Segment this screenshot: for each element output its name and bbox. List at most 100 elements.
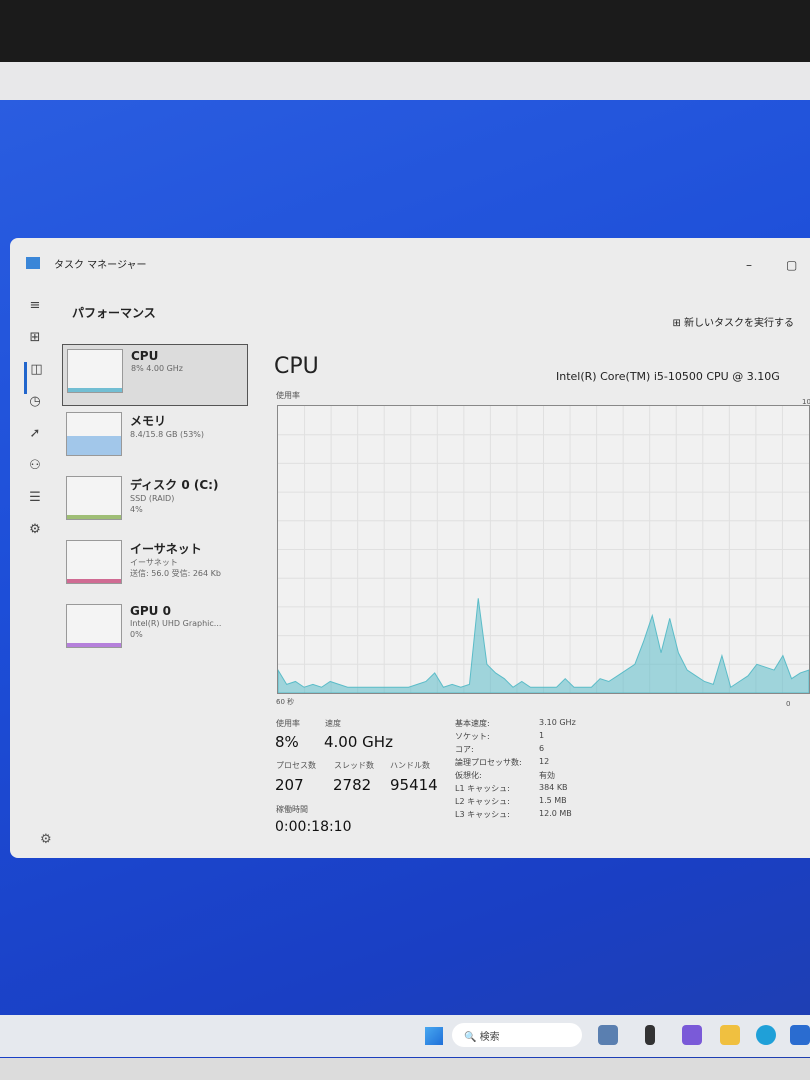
speed-value: 4.00 GHz <box>324 733 393 751</box>
search-label: 検索 <box>479 1032 500 1043</box>
run-new-task-button[interactable]: ⊞ 新しいタスクを実行する <box>672 318 794 329</box>
sidebar-item[interactable]: ディスク 0 (C:) SSD (RAID) 4% <box>62 472 248 534</box>
speed-label: 速度 <box>325 719 341 728</box>
sidebar-item[interactable]: CPU 8% 4.00 GHz <box>62 344 248 406</box>
spec-value: 12.0 MB <box>539 809 572 818</box>
window-title: タスク マネージャー <box>54 259 147 271</box>
thumbnail-fill <box>67 578 121 583</box>
thumbnail-graph <box>66 604 122 648</box>
item-name: CPU <box>131 349 159 363</box>
uptime-label: 稼働時間 <box>276 805 308 814</box>
store-icon[interactable] <box>790 1025 810 1045</box>
cpu-specs: 基本速度: 3.10 GHz ソケット: 1 コア: 6 論理プロセッサ数: 12 仮想化: 有効… <box>455 718 576 822</box>
spec-label: ソケット: <box>455 732 490 741</box>
thumbnail-fill <box>67 436 121 455</box>
item-sub1: 8% 4.00 GHz <box>131 364 184 373</box>
processes-icon[interactable]: ⊞ <box>29 330 41 345</box>
hamburger-menu-icon[interactable]: ≡ <box>29 298 41 313</box>
item-sub2: 0% <box>130 630 143 639</box>
spec-value: 有効 <box>539 771 555 780</box>
sidebar-item[interactable]: メモリ 8.4/15.8 GB (53%) <box>62 408 248 470</box>
handles-value: 95414 <box>390 776 438 794</box>
spec-label: L3 キャッシュ: <box>455 810 510 819</box>
performance-icon[interactable]: ◫ <box>24 362 46 394</box>
item-name: イーサネット <box>130 542 202 556</box>
spec-row: L1 キャッシュ: 384 KB <box>455 783 576 796</box>
services-icon[interactable]: ⚙ <box>29 522 41 537</box>
item-name: ディスク 0 (C:) <box>130 478 219 492</box>
threads-label: スレッド数 <box>334 761 374 770</box>
spec-label: 仮想化: <box>455 771 482 780</box>
sidebar-item[interactable]: イーサネット イーサネット 送信: 56.0 受信: 264 Kb <box>62 536 248 598</box>
file-explorer-icon[interactable] <box>720 1025 740 1045</box>
details-icon[interactable]: ☰ <box>29 490 41 505</box>
axis-right-label: 0 <box>786 700 791 708</box>
thumbnail-fill <box>67 642 121 647</box>
spec-row: 基本速度: 3.10 GHz <box>455 718 576 731</box>
usage-value: 8% <box>275 733 299 751</box>
spec-row: 仮想化: 有効 <box>455 770 576 783</box>
cpu-model: Intel(R) Core(TM) i5-10500 CPU @ 3.10G <box>556 370 780 383</box>
handles-label: ハンドル数 <box>390 761 430 770</box>
item-sub2: 送信: 56.0 受信: 264 Kb <box>130 569 221 578</box>
spec-value: 1 <box>539 731 545 740</box>
item-sub1: 8.4/15.8 GB (53%) <box>130 430 205 439</box>
title-bar: タスク マネージャー <box>10 238 810 288</box>
start-button[interactable] <box>425 1027 443 1045</box>
spec-label: コア: <box>455 745 474 754</box>
usage-label: 使用率 <box>276 719 300 728</box>
sidebar-item[interactable]: GPU 0 Intel(R) UHD Graphic... 0% <box>62 600 248 662</box>
thumbnail-fill <box>67 514 121 519</box>
copilot-icon[interactable] <box>682 1025 702 1045</box>
item-sub2: 4% <box>130 505 143 514</box>
cpu-usage-area <box>278 598 809 693</box>
item-sub1: イーサネット <box>130 558 178 567</box>
item-sub1: SSD (RAID) <box>130 494 175 503</box>
startup-apps-icon[interactable]: ➚ <box>29 426 41 441</box>
spec-label: L2 キャッシュ: <box>455 797 510 806</box>
settings-icon[interactable]: ⚙ <box>40 832 52 847</box>
thumbnail-graph <box>66 476 122 520</box>
spec-value: 3.10 GHz <box>539 718 576 727</box>
taskbar-search[interactable]: 🔍 検索 <box>452 1023 582 1047</box>
processes-label: プロセス数 <box>276 761 316 770</box>
spec-row: L2 キャッシュ: 1.5 MB <box>455 796 576 809</box>
spec-label: 基本速度: <box>455 719 490 728</box>
monitor-frame <box>0 62 810 102</box>
task-manager-window: タスク マネージャー – ▢ ≡ ⊞ ◫ ◷ ➚ ⚇ ☰ ⚙ パフォーマンス ⊞… <box>10 238 810 858</box>
section-title: パフォーマンス <box>72 306 156 320</box>
item-sub1: Intel(R) UHD Graphic... <box>130 619 222 628</box>
resource-list: CPU 8% 4.00 GHz メモリ 8.4/15.8 GB (53%) ディ… <box>62 344 248 664</box>
taskbar <box>0 1015 810 1057</box>
cpu-title: CPU <box>274 354 319 379</box>
spec-row: L3 キャッシュ: 12.0 MB <box>455 809 576 822</box>
graph-label: 使用率 <box>276 391 300 400</box>
thumbnail-graph <box>67 349 123 393</box>
axis-left-label: 60 秒 <box>276 698 295 706</box>
spec-row: ソケット: 1 <box>455 731 576 744</box>
monitor-frame-bottom <box>0 1058 810 1080</box>
monitor-bezel <box>0 0 810 70</box>
item-name: メモリ <box>130 414 167 428</box>
item-name: GPU 0 <box>130 604 171 618</box>
edge-icon[interactable] <box>756 1025 776 1045</box>
minimize-button[interactable]: – <box>746 258 752 272</box>
spec-row: 論理プロセッサ数: 12 <box>455 757 576 770</box>
task-manager-icon <box>26 257 40 269</box>
run-task-label: 新しいタスクを実行する <box>684 318 794 329</box>
spec-value: 384 KB <box>539 783 568 792</box>
maximize-button[interactable]: ▢ <box>786 258 798 272</box>
spec-value: 12 <box>539 757 550 766</box>
widgets-icon[interactable] <box>598 1025 618 1045</box>
nav-rail: ≡ ⊞ ◫ ◷ ➚ ⚇ ☰ ⚙ <box>24 298 46 554</box>
app-history-icon[interactable]: ◷ <box>29 394 41 409</box>
users-icon[interactable]: ⚇ <box>29 458 41 473</box>
threads-value: 2782 <box>333 776 372 794</box>
thumbnail-graph <box>66 412 122 456</box>
spec-label: L1 キャッシュ: <box>455 784 510 793</box>
spec-value: 6 <box>539 744 545 753</box>
processes-value: 207 <box>275 776 304 794</box>
task-view-icon[interactable] <box>645 1025 655 1045</box>
thumbnail-graph <box>66 540 122 584</box>
spec-label: 論理プロセッサ数: <box>455 758 522 767</box>
